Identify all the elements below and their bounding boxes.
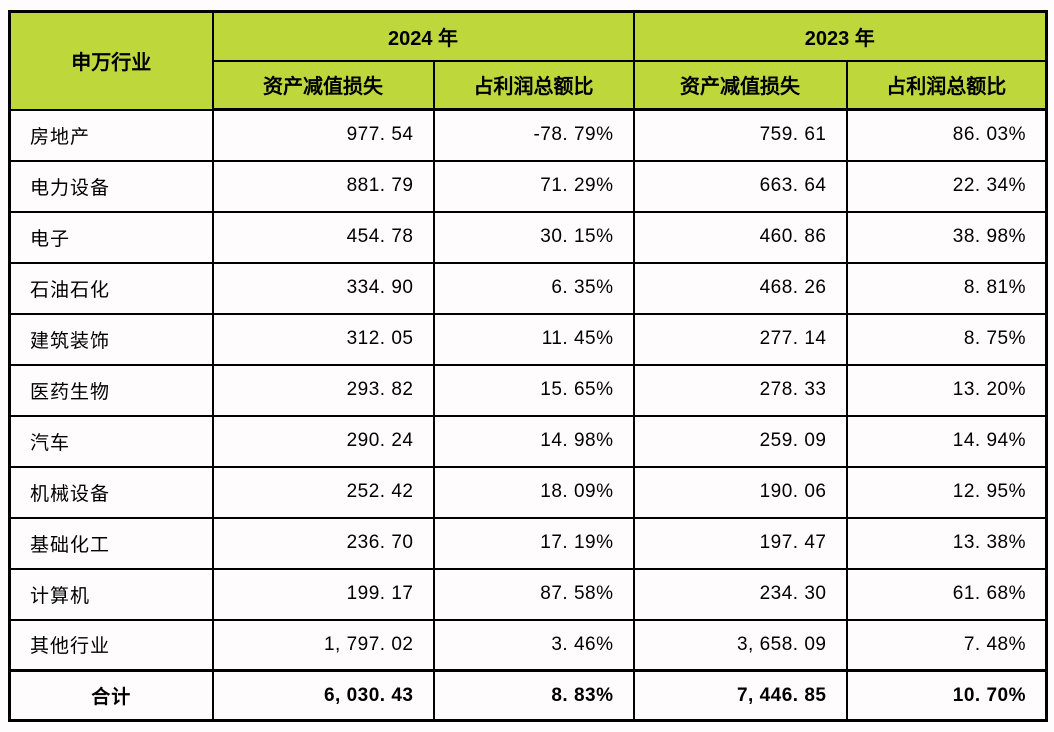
table-row: 基础化工 236. 70 17. 19% 197. 47 13. 38%	[8, 516, 1048, 570]
total-ratio-2023: 10. 70%	[845, 669, 1048, 722]
impairment-2023-cell: 3, 658. 09	[632, 618, 848, 672]
ratio-2024-cell: 87. 58%	[432, 567, 635, 621]
header-ratio-2023: 占利润总额比	[845, 59, 1048, 111]
industry-cell: 房地产	[8, 108, 214, 162]
table-row: 医药生物 293. 82 15. 65% 278. 33 13. 20%	[8, 363, 1048, 417]
impairment-table: 申万行业 2024 年 2023 年 资产减值损失 占利润总额比 资产减值损失 …	[8, 10, 1048, 722]
total-row: 合计 6, 030. 43 8. 83% 7, 446. 85 10. 70%	[8, 669, 1048, 722]
industry-cell: 电力设备	[8, 159, 214, 213]
ratio-2024-cell: 6. 35%	[432, 261, 635, 315]
industry-cell: 医药生物	[8, 363, 214, 417]
ratio-2024-cell: 11. 45%	[432, 312, 635, 366]
header-ratio-2024: 占利润总额比	[432, 59, 635, 111]
ratio-2023-cell: 22. 34%	[845, 159, 1048, 213]
impairment-2024-cell: 881. 79	[211, 159, 435, 213]
impairment-2023-cell: 759. 61	[632, 108, 848, 162]
ratio-2024-cell: 71. 29%	[432, 159, 635, 213]
table-row: 石油石化 334. 90 6. 35% 468. 26 8. 81%	[8, 261, 1048, 315]
ratio-2024-cell: 15. 65%	[432, 363, 635, 417]
header-row-metrics: 资产减值损失 占利润总额比 资产减值损失 占利润总额比	[10, 59, 1048, 111]
impairment-2023-cell: 460. 86	[632, 210, 848, 264]
header-industry: 申万行业	[8, 10, 214, 111]
industry-cell: 机械设备	[8, 465, 214, 519]
ratio-2024-cell: 17. 19%	[432, 516, 635, 570]
industry-cell: 基础化工	[8, 516, 214, 570]
header-impairment-2023: 资产减值损失	[632, 59, 848, 111]
table-row: 房地产 977. 54 -78. 79% 759. 61 86. 03%	[8, 108, 1048, 162]
ratio-2023-cell: 8. 75%	[845, 312, 1048, 366]
ratio-2024-cell: 18. 09%	[432, 465, 635, 519]
impairment-2024-cell: 252. 42	[211, 465, 435, 519]
ratio-2023-cell: 13. 38%	[845, 516, 1048, 570]
impairment-2023-cell: 197. 47	[632, 516, 848, 570]
table-row: 电力设备 881. 79 71. 29% 663. 64 22. 34%	[8, 159, 1048, 213]
header-year-2024: 2024 年	[211, 10, 635, 62]
impairment-2024-cell: 312. 05	[211, 312, 435, 366]
ratio-2023-cell: 61. 68%	[845, 567, 1048, 621]
table-header: 申万行业 2024 年 2023 年 资产减值损失 占利润总额比 资产减值损失 …	[8, 10, 1048, 111]
header-impairment-2024: 资产减值损失	[211, 59, 435, 111]
table-row: 机械设备 252. 42 18. 09% 190. 06 12. 95%	[8, 465, 1048, 519]
total-impairment-2024: 6, 030. 43	[211, 669, 435, 722]
impairment-2024-cell: 977. 54	[211, 108, 435, 162]
impairment-2024-cell: 236. 70	[211, 516, 435, 570]
impairment-2023-cell: 468. 26	[632, 261, 848, 315]
total-label: 合计	[8, 669, 214, 722]
ratio-2023-cell: 12. 95%	[845, 465, 1048, 519]
impairment-2024-cell: 293. 82	[211, 363, 435, 417]
ratio-2024-cell: 3. 46%	[432, 618, 635, 672]
ratio-2024-cell: -78. 79%	[432, 108, 635, 162]
header-row-years: 申万行业 2024 年 2023 年	[8, 10, 1048, 111]
impairment-2024-cell: 454. 78	[211, 210, 435, 264]
impairment-2023-cell: 278. 33	[632, 363, 848, 417]
ratio-2023-cell: 86. 03%	[845, 108, 1048, 162]
ratio-2023-cell: 7. 48%	[845, 618, 1048, 672]
impairment-2024-cell: 1, 797. 02	[211, 618, 435, 672]
ratio-2024-cell: 30. 15%	[432, 210, 635, 264]
impairment-2023-cell: 259. 09	[632, 414, 848, 468]
table-row: 电子 454. 78 30. 15% 460. 86 38. 98%	[8, 210, 1048, 264]
industry-cell: 计算机	[8, 567, 214, 621]
ratio-2023-cell: 8. 81%	[845, 261, 1048, 315]
table-row: 汽车 290. 24 14. 98% 259. 09 14. 94%	[8, 414, 1048, 468]
ratio-2023-cell: 14. 94%	[845, 414, 1048, 468]
industry-cell: 电子	[8, 210, 214, 264]
total-ratio-2024: 8. 83%	[432, 669, 635, 722]
table-footer: 合计 6, 030. 43 8. 83% 7, 446. 85 10. 70%	[8, 669, 1048, 722]
impairment-2024-cell: 334. 90	[211, 261, 435, 315]
ratio-2023-cell: 13. 20%	[845, 363, 1048, 417]
impairment-2024-cell: 199. 17	[211, 567, 435, 621]
table-row: 其他行业 1, 797. 02 3. 46% 3, 658. 09 7. 48%	[8, 618, 1048, 672]
table-row: 计算机 199. 17 87. 58% 234. 30 61. 68%	[8, 567, 1048, 621]
impairment-2023-cell: 663. 64	[632, 159, 848, 213]
impairment-2023-cell: 234. 30	[632, 567, 848, 621]
industry-cell: 建筑装饰	[8, 312, 214, 366]
total-impairment-2023: 7, 446. 85	[632, 669, 848, 722]
impairment-2023-cell: 190. 06	[632, 465, 848, 519]
ratio-2024-cell: 14. 98%	[432, 414, 635, 468]
impairment-2024-cell: 290. 24	[211, 414, 435, 468]
industry-cell: 汽车	[8, 414, 214, 468]
header-year-2023: 2023 年	[632, 10, 1048, 62]
table-body: 房地产 977. 54 -78. 79% 759. 61 86. 03% 电力设…	[8, 108, 1048, 672]
impairment-2023-cell: 277. 14	[632, 312, 848, 366]
industry-cell: 其他行业	[8, 618, 214, 672]
industry-cell: 石油石化	[8, 261, 214, 315]
ratio-2023-cell: 38. 98%	[845, 210, 1048, 264]
table-row: 建筑装饰 312. 05 11. 45% 277. 14 8. 75%	[8, 312, 1048, 366]
